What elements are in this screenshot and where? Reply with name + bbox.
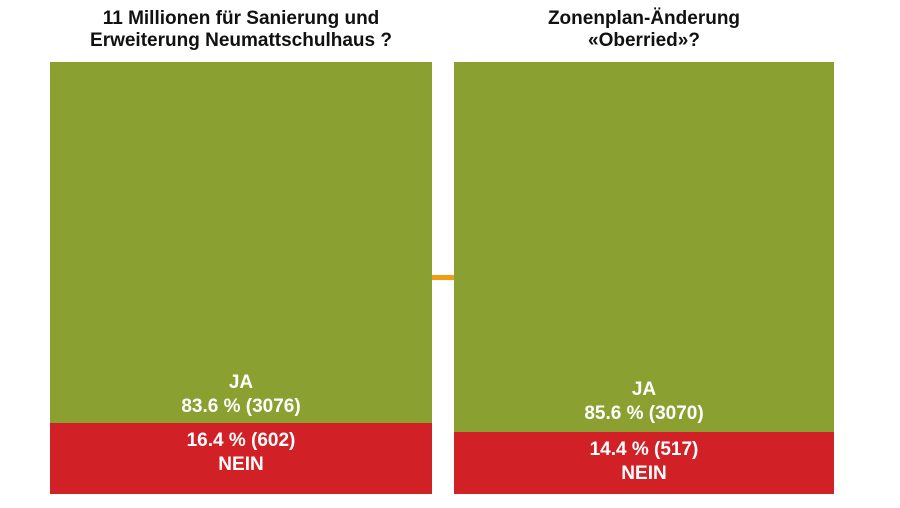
- nein-bar: 16.4 % (602) NEIN: [50, 423, 432, 494]
- ja-label: JA: [228, 372, 254, 393]
- stacked-bar: JA 83.6 % (3076) 16.4 % (602) NEIN: [50, 62, 432, 494]
- chart-panel-2: Zonenplan-Änderung «Oberried»? JA 85.6 %…: [454, 0, 834, 508]
- stacked-bar: JA 85.6 % (3070) 14.4 % (517) NEIN: [454, 62, 834, 494]
- ja-label-block: JA 83.6 % (3076): [50, 371, 432, 419]
- ja-bar: JA 83.6 % (3076): [50, 62, 432, 423]
- nein-label-block: 16.4 % (602) NEIN: [50, 429, 432, 477]
- chart-title: 11 Millionen für Sanierung und Erweiteru…: [90, 8, 392, 51]
- ja-bar: JA 85.6 % (3070): [454, 62, 834, 432]
- nein-label: NEIN: [621, 463, 667, 484]
- nein-value-label: 14.4 % (517): [589, 439, 699, 460]
- nein-bar: 14.4 % (517) NEIN: [454, 432, 834, 494]
- chart-panel-1: 11 Millionen für Sanierung und Erweiteru…: [50, 0, 432, 508]
- ja-label-block: JA 85.6 % (3070): [454, 378, 834, 426]
- chart-title: Zonenplan-Änderung «Oberried»?: [547, 8, 741, 51]
- ja-value-label: 85.6 % (3070): [584, 403, 704, 424]
- ja-label: JA: [631, 379, 657, 400]
- nein-value-label: 16.4 % (602): [186, 430, 296, 451]
- center-divider: [432, 275, 454, 280]
- nein-label: NEIN: [218, 454, 264, 475]
- ja-value-label: 83.6 % (3076): [181, 396, 301, 417]
- nein-label-block: 14.4 % (517) NEIN: [454, 438, 834, 486]
